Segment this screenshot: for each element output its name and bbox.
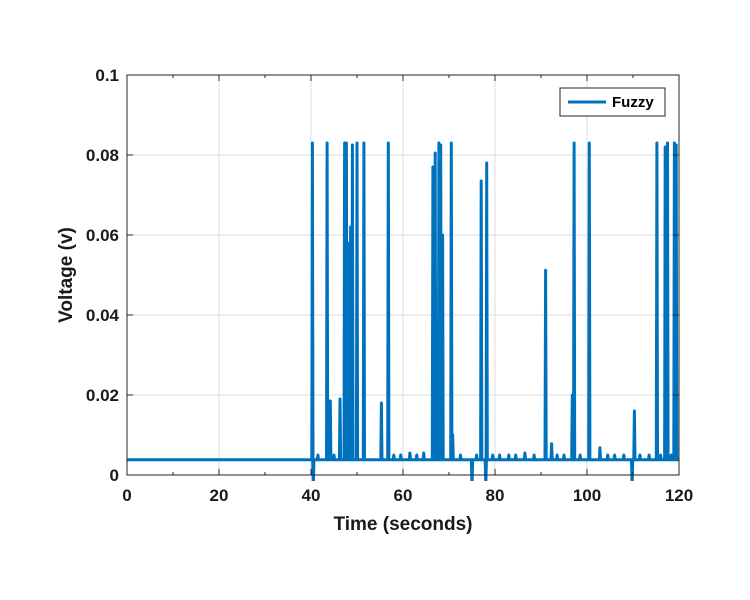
y-tick-label: 0.1 — [95, 66, 119, 85]
x-tick-labels: 0 20 40 60 80 100 120 — [122, 486, 693, 505]
x-tick-label: 60 — [394, 486, 413, 505]
x-axis-label: Time (seconds) — [333, 514, 472, 535]
x-tick-label: 120 — [665, 486, 693, 505]
x-tick-label: 40 — [302, 486, 321, 505]
y-tick-label: 0 — [110, 466, 119, 485]
x-tick-label: 20 — [210, 486, 229, 505]
y-tick-labels: 0 0.02 0.04 0.06 0.08 0.1 — [86, 66, 120, 485]
legend: Fuzzy — [559, 87, 666, 117]
x-tick-label: 80 — [486, 486, 505, 505]
y-tick-label: 0.04 — [86, 306, 120, 325]
x-tick-label: 100 — [573, 486, 601, 505]
y-tick-label: 0.06 — [86, 226, 119, 245]
plot-area — [127, 141, 679, 481]
axis-ticks — [126, 74, 680, 476]
y-tick-label: 0.08 — [86, 146, 119, 165]
y-tick-label: 0.02 — [86, 386, 119, 405]
series-line-fuzzy — [127, 141, 679, 481]
legend-label-fuzzy: Fuzzy — [612, 94, 654, 111]
x-tick-label: 0 — [122, 486, 131, 505]
y-axis-label: Voltage (v) — [56, 227, 77, 323]
grid — [126, 74, 680, 476]
